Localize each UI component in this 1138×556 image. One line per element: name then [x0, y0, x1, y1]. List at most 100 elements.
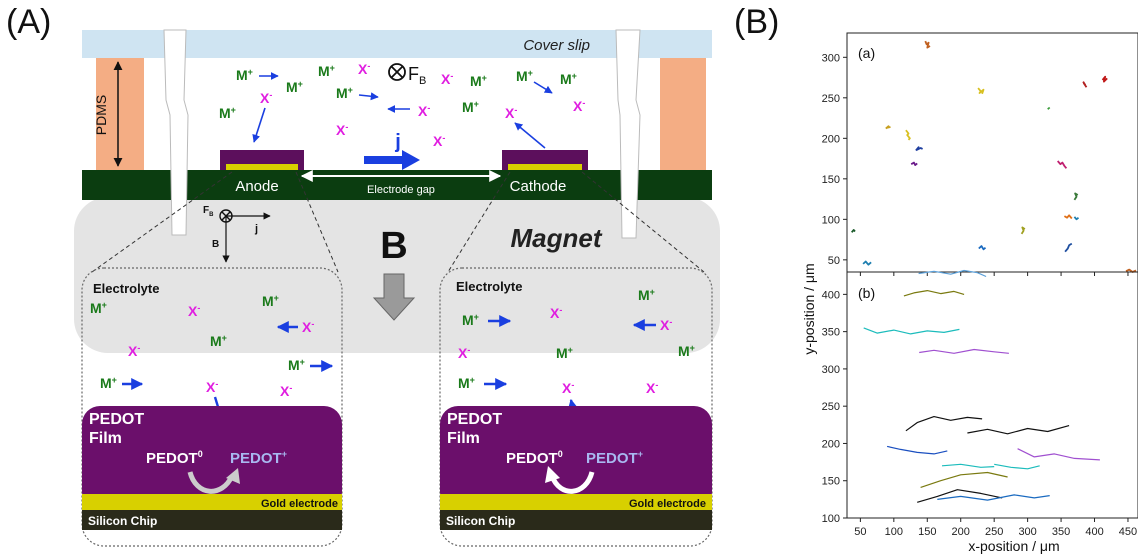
ion-x-5: X- — [336, 122, 348, 138]
magnet-label: Magnet — [511, 223, 603, 253]
ion-m-5: M+ — [219, 105, 236, 121]
trajectory-plots: 50 100 150 200 250 300 100 150 200 250 300 350 400 50… — [801, 32, 1138, 554]
trajectory-0-18 — [1125, 268, 1137, 273]
pdms-label: PDMS — [93, 95, 109, 135]
inset-right: Electrolyte M+ M+ X- X- X- M+ M+ M+ X- X… — [439, 267, 713, 547]
svg-text:M+: M+ — [678, 343, 695, 359]
schematic-diagram: Magnet Cover slip PDMS Anode Cathode Ele… — [74, 29, 720, 547]
cover-slip-label: Cover slip — [523, 37, 590, 54]
ion-x-3: X- — [441, 71, 453, 87]
y-tick-label: 400 — [822, 289, 840, 301]
x-tick-label: 50 — [854, 526, 866, 538]
svg-text:PEDOT0: PEDOT0 — [506, 449, 563, 467]
svg-text:M+: M+ — [90, 300, 107, 316]
x-tick-label: 400 — [1085, 526, 1103, 538]
y-tick-label: 300 — [822, 52, 840, 64]
svg-text:M+: M+ — [210, 333, 227, 349]
axes-b-label: B — [212, 239, 219, 250]
zoom-line-3 — [447, 171, 511, 273]
trajectory-0-8 — [910, 161, 918, 167]
svg-text:M+: M+ — [516, 68, 533, 84]
svg-text:X-: X- — [646, 380, 658, 396]
svg-text:Silicon Chip: Silicon Chip — [446, 514, 515, 528]
subplot-label-a: (a) — [858, 45, 875, 61]
svg-text:M+: M+ — [236, 67, 253, 83]
trajectory-0-17 — [851, 228, 856, 233]
svg-text:Film: Film — [89, 430, 122, 447]
ion-x-6: X- — [433, 133, 445, 149]
svg-text:X-: X- — [336, 122, 348, 138]
ion-m-4: M+ — [336, 85, 353, 101]
x-tick-label: 150 — [918, 526, 936, 538]
y-tick-label: 250 — [822, 93, 840, 105]
svg-text:X-: X- — [206, 379, 218, 395]
svg-text:X-: X- — [418, 103, 430, 119]
trajectory-1-9 — [994, 463, 1040, 470]
trajectory-0-1 — [977, 87, 985, 95]
ion-arrow-3 — [252, 107, 266, 143]
ion-arrow-4 — [533, 81, 553, 94]
svg-text:X-: X- — [505, 105, 517, 121]
svg-text:M+: M+ — [286, 79, 303, 95]
trajectory-1-2 — [863, 327, 960, 335]
ion-arrow-6 — [514, 122, 546, 149]
y-tick-label: 50 — [828, 255, 840, 267]
inset-left: Electrolyte M+ X- M+ X- M+ X- M+ M+ X- X… — [81, 267, 343, 547]
trajectory-0-7 — [915, 146, 923, 152]
y-tick-label: 300 — [822, 364, 840, 376]
svg-text:X-: X- — [573, 98, 585, 114]
svg-text:X-: X- — [302, 319, 314, 335]
svg-text:X-: X- — [188, 303, 200, 319]
svg-text:X-: X- — [358, 61, 370, 77]
plot-frame-1 — [846, 271, 1138, 519]
cathode-label: Cathode — [510, 178, 567, 195]
ion-m-7: M+ — [516, 68, 533, 84]
trajectory-1-11 — [917, 489, 1003, 503]
svg-text:Gold electrode: Gold electrode — [629, 498, 706, 510]
ion-x-4: X- — [418, 103, 430, 119]
svg-text:PEDOT: PEDOT — [89, 411, 144, 428]
trajectory-1-10 — [920, 471, 1008, 488]
ion-x-7: X- — [505, 105, 517, 121]
svg-text:M+: M+ — [100, 375, 117, 391]
y-tick-label: 350 — [822, 327, 840, 339]
current-arrow — [364, 150, 420, 170]
trajectory-1-1 — [903, 290, 965, 297]
svg-text:PEDOT+: PEDOT+ — [586, 449, 643, 467]
svg-text:X-: X- — [433, 133, 445, 149]
plot-frame-0 — [846, 32, 1138, 273]
y-tick-label: 250 — [822, 401, 840, 413]
ion-x-8: X- — [573, 98, 585, 114]
cathode-gold — [508, 164, 582, 170]
y-axis-label: y-position / μm — [801, 263, 817, 354]
trajectory-1-12 — [937, 494, 1050, 501]
trajectory-0-11 — [1063, 214, 1073, 220]
svg-text:PEDOT: PEDOT — [447, 411, 502, 428]
trajectory-0-15 — [1064, 242, 1073, 253]
svg-text:M+: M+ — [288, 357, 305, 373]
trajectory-0-3 — [1101, 75, 1108, 83]
svg-text:M+: M+ — [219, 105, 236, 121]
y-tick-label: 100 — [822, 513, 840, 525]
trajectory-0-6 — [905, 129, 911, 141]
trajectory-1-8 — [941, 463, 995, 468]
anode-gold — [226, 164, 298, 170]
svg-text:M+: M+ — [462, 312, 479, 328]
force-label: FB — [408, 64, 426, 87]
svg-text:M+: M+ — [458, 375, 475, 391]
trajectory-0-14 — [1020, 226, 1026, 235]
trajectory-1-3 — [919, 348, 1009, 354]
x-tick-label: 450 — [1119, 526, 1137, 538]
y-tick-label: 150 — [822, 476, 840, 488]
ion-x-1: X- — [358, 61, 370, 77]
svg-text:X-: X- — [260, 90, 272, 106]
svg-text:Film: Film — [447, 430, 480, 447]
svg-text:M+: M+ — [336, 85, 353, 101]
svg-text:Gold electrode: Gold electrode — [261, 498, 338, 510]
y-tick-label: 200 — [822, 133, 840, 145]
electrode-gap-label: Electrode gap — [367, 184, 435, 196]
ion-arrow-2 — [358, 92, 379, 101]
trajectory-1-5 — [967, 425, 1070, 435]
trajectory-0-0 — [924, 40, 931, 49]
pdms-spacer-right — [660, 58, 706, 170]
